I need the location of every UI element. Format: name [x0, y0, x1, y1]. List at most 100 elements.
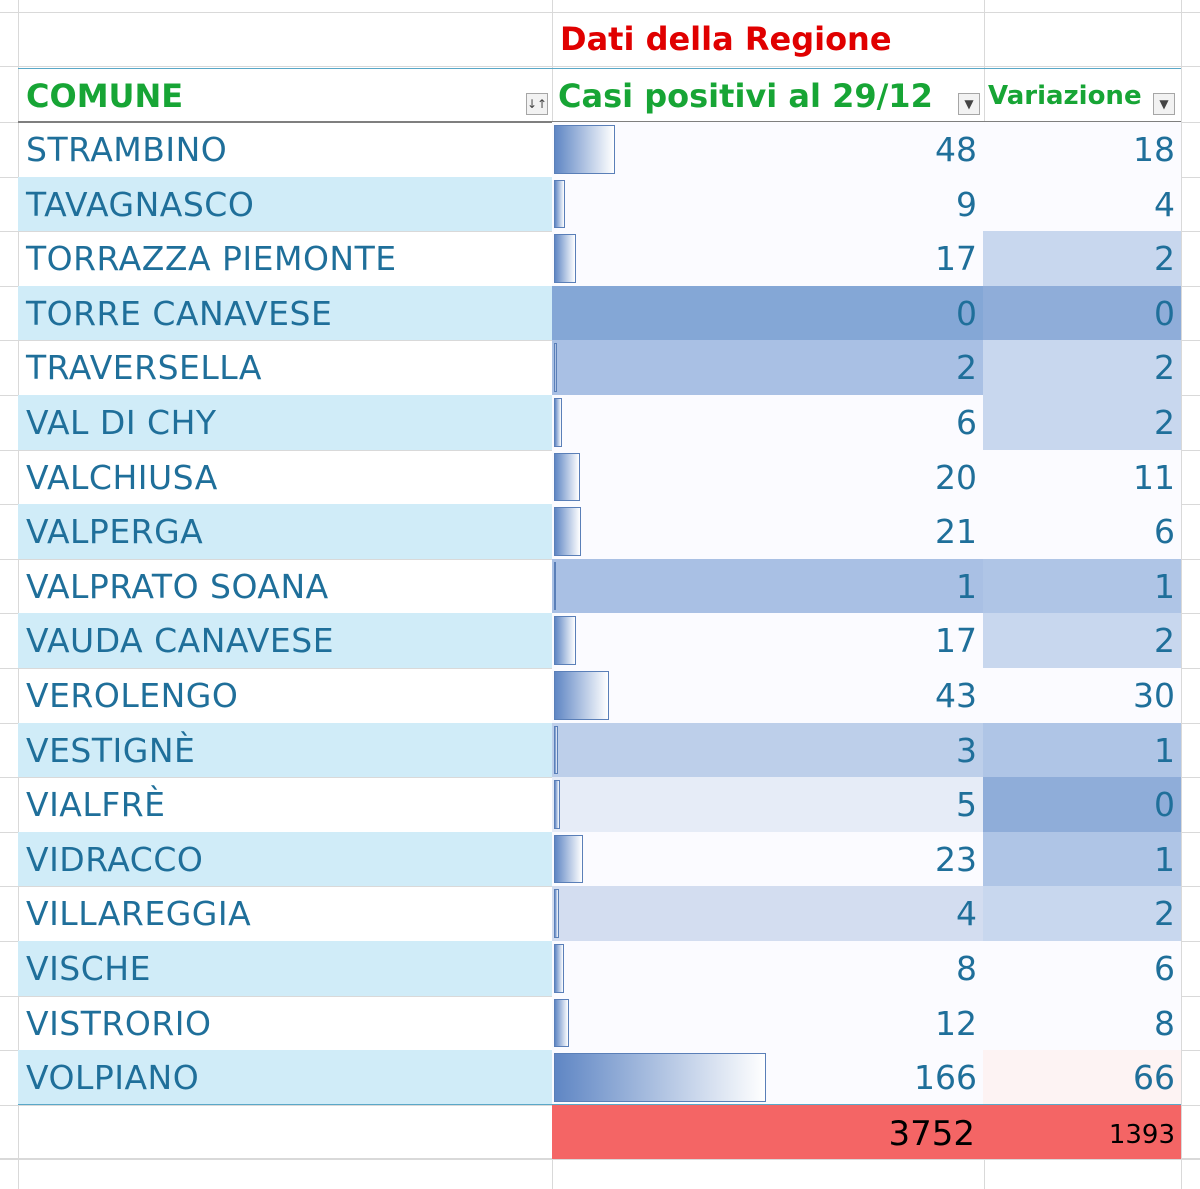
data-bar — [554, 671, 609, 720]
variazione-cell[interactable]: 0 — [983, 285, 1181, 341]
comune-cell[interactable]: VOLPIANO — [18, 1050, 552, 1105]
variazione-value: 30 — [1133, 676, 1175, 715]
comune-cell[interactable]: TRAVERSELLA — [26, 348, 262, 388]
comune-cell[interactable]: VEROLENGO — [26, 676, 239, 715]
casi-value: 0 — [956, 293, 977, 333]
comune-cell[interactable]: STRAMBINO — [26, 130, 228, 169]
comune-cell[interactable]: VALPRATO SOANA — [26, 566, 329, 606]
table-row[interactable]: VALPRATO SOANA 1 1 — [18, 558, 1181, 614]
casi-cell[interactable]: 0 — [552, 285, 983, 341]
variazione-cell[interactable]: 6 — [983, 941, 1181, 996]
casi-value: 6 — [956, 403, 977, 442]
variazione-cell[interactable]: 66 — [983, 1050, 1181, 1105]
casi-value: 8 — [956, 949, 977, 988]
casi-cell[interactable]: 2 — [552, 340, 983, 395]
table-row[interactable]: VAUDA CANAVESE 17 2 — [18, 613, 1181, 668]
casi-cell[interactable]: 21 — [552, 504, 983, 559]
casi-cell[interactable]: 17 — [552, 231, 983, 286]
sort-filter-icon[interactable]: ↓↑ — [526, 93, 548, 115]
casi-cell[interactable]: 9 — [552, 176, 983, 232]
casi-cell[interactable]: 12 — [552, 995, 983, 1051]
table-row[interactable]: TAVAGNASCO 9 4 — [18, 176, 1181, 232]
casi-cell[interactable]: 5 — [552, 777, 983, 832]
variazione-cell[interactable]: 30 — [983, 668, 1181, 723]
variazione-cell[interactable]: 2 — [983, 613, 1181, 668]
data-bar — [554, 834, 583, 884]
variazione-cell[interactable]: 2 — [983, 231, 1181, 286]
comune-cell[interactable]: VISCHE — [18, 941, 552, 996]
variazione-cell[interactable]: 2 — [983, 340, 1181, 395]
comune-cell[interactable]: TORRE CANAVESE — [18, 285, 552, 341]
variazione-cell[interactable]: 1 — [983, 722, 1181, 778]
casi-cell[interactable]: 23 — [552, 831, 983, 887]
comune-cell[interactable]: VIALFRÈ — [26, 785, 166, 825]
table-row[interactable]: VALPERGA 21 6 — [18, 504, 1181, 559]
variazione-value: 2 — [1154, 239, 1175, 279]
variazione-cell[interactable]: 0 — [983, 777, 1181, 832]
comune-cell[interactable]: VESTIGNÈ — [18, 722, 552, 778]
table-row[interactable]: TORRE CANAVESE 0 0 — [18, 285, 1181, 341]
comune-cell[interactable]: VAL DI CHY — [18, 395, 552, 450]
header-comune: COMUNE — [26, 77, 184, 115]
comune-cell[interactable]: VAUDA CANAVESE — [18, 613, 552, 668]
totals-row: 3752 1393 — [552, 1104, 1181, 1159]
dropdown-filter-icon[interactable]: ▼ — [1153, 93, 1175, 115]
casi-cell[interactable]: 8 — [552, 941, 983, 996]
casi-value: 21 — [935, 512, 977, 552]
variazione-cell[interactable]: 1 — [983, 558, 1181, 614]
comune-cell[interactable]: VISTRORIO — [26, 1003, 212, 1043]
data-bar — [554, 507, 581, 556]
casi-value: 17 — [935, 239, 977, 279]
variazione-cell[interactable]: 18 — [983, 122, 1181, 177]
variazione-cell[interactable]: 11 — [983, 449, 1181, 505]
casi-cell[interactable]: 43 — [552, 668, 983, 723]
header-variazione: Variazione — [988, 81, 1142, 111]
comune-cell[interactable]: VALCHIUSA — [26, 457, 218, 497]
table-row[interactable]: VILLAREGGIA 4 2 — [18, 886, 1181, 941]
table-row[interactable]: VAL DI CHY 6 2 — [18, 395, 1181, 450]
comune-cell[interactable]: TAVAGNASCO — [18, 176, 552, 232]
variazione-cell[interactable]: 2 — [983, 886, 1181, 941]
casi-cell[interactable]: 48 — [552, 122, 983, 177]
comune-cell[interactable]: VIDRACCO — [18, 831, 552, 887]
casi-value: 166 — [914, 1058, 977, 1098]
casi-cell[interactable]: 1 — [552, 558, 983, 614]
table-row[interactable]: STRAMBINO 48 18 — [18, 122, 1181, 177]
variazione-value: 66 — [1133, 1058, 1175, 1098]
comune-cell[interactable]: TORRAZZA PIEMONTE — [26, 239, 397, 279]
casi-cell[interactable]: 3 — [552, 722, 983, 778]
variazione-value: 4 — [1154, 184, 1175, 224]
dropdown-filter-icon[interactable]: ▼ — [958, 93, 980, 115]
table-row[interactable]: VISCHE 8 6 — [18, 941, 1181, 996]
table-row[interactable]: TRAVERSELLA 2 2 — [18, 340, 1181, 395]
casi-cell[interactable]: 4 — [552, 886, 983, 941]
total-divider — [18, 1104, 552, 1105]
table-row[interactable]: TORRAZZA PIEMONTE 17 2 — [18, 231, 1181, 286]
table-row[interactable]: VALCHIUSA 20 11 — [18, 449, 1181, 505]
data-bar — [554, 561, 556, 611]
casi-cell[interactable]: 17 — [552, 613, 983, 668]
table-row[interactable]: VISTRORIO 12 8 — [18, 995, 1181, 1051]
variazione-cell[interactable]: 4 — [983, 176, 1181, 232]
data-bar — [554, 179, 565, 229]
variazione-cell[interactable]: 2 — [983, 395, 1181, 450]
comune-cell[interactable]: VALPERGA — [18, 504, 552, 559]
variazione-cell[interactable]: 6 — [983, 504, 1181, 559]
table-row[interactable]: VIDRACCO 23 1 — [18, 831, 1181, 887]
variazione-value: 6 — [1154, 512, 1175, 552]
data-bar — [554, 780, 560, 829]
comune-cell[interactable]: VILLAREGGIA — [26, 894, 252, 934]
casi-cell[interactable]: 20 — [552, 449, 983, 505]
casi-value: 43 — [935, 676, 977, 715]
casi-cell[interactable]: 6 — [552, 395, 983, 450]
table-row[interactable]: VEROLENGO 43 30 — [18, 668, 1181, 723]
variazione-cell[interactable]: 8 — [983, 995, 1181, 1051]
variazione-cell[interactable]: 1 — [983, 831, 1181, 887]
variazione-value: 8 — [1154, 1003, 1175, 1043]
table-row[interactable]: VIALFRÈ 5 0 — [18, 777, 1181, 832]
casi-cell[interactable]: 166 — [552, 1050, 983, 1105]
casi-value: 5 — [956, 785, 977, 825]
data-bar — [554, 343, 557, 392]
table-row[interactable]: VESTIGNÈ 3 1 — [18, 722, 1181, 778]
table-row[interactable]: VOLPIANO 166 66 — [18, 1050, 1181, 1105]
